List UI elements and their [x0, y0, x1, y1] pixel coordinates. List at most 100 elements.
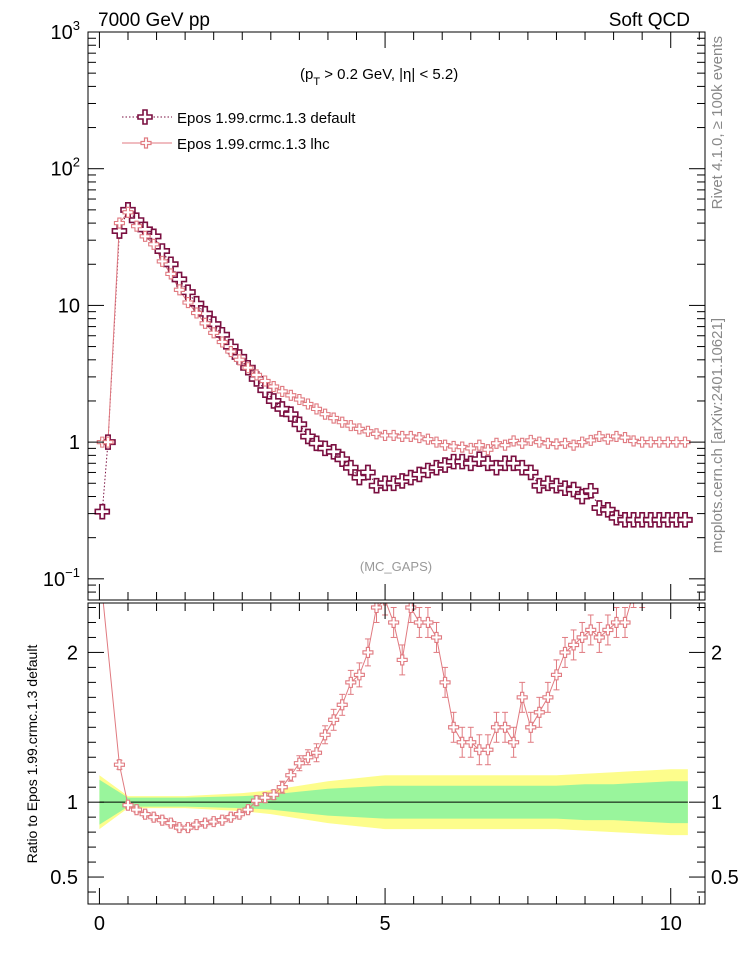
ratio-marker-lhc	[225, 811, 237, 823]
marker-lhc	[173, 284, 185, 296]
marker-lhc	[396, 430, 408, 443]
legend: Epos 1.99.crmc.1.3 default Epos 1.99.crm…	[122, 109, 356, 153]
marker-lhc	[559, 437, 571, 449]
marker-lhc	[628, 435, 640, 447]
marker-lhc	[602, 433, 614, 445]
series-line-default	[101, 208, 686, 521]
ratio-marker-lhc	[559, 646, 571, 658]
marker-lhc	[259, 375, 271, 387]
tick-label-exponent: −1	[65, 565, 80, 580]
top-y-tick-label: 102	[51, 155, 80, 181]
marker-default	[591, 500, 608, 516]
ratio-marker-lhc	[285, 769, 297, 781]
tick-label-exponent: 3	[73, 18, 80, 33]
marker-lhc	[302, 398, 314, 410]
marker-lhc	[413, 431, 425, 444]
side-label-rivet: Rivet 4.1.0, ≥ 100k events	[709, 36, 726, 209]
ratio-marker-lhc	[190, 819, 203, 831]
ratio-marker-lhc	[629, 588, 639, 598]
marker-lhc	[379, 429, 391, 441]
marker-default	[540, 475, 556, 492]
ratio-marker-lhc	[242, 804, 254, 816]
cut-label: (pT > 0.2 GeV, |η| < 5.2)	[300, 66, 458, 88]
ratio-marker-lhc	[319, 729, 331, 741]
ratio-marker-lhc	[388, 616, 400, 629]
marker-lhc	[670, 436, 682, 448]
ratio-marker-lhc	[499, 721, 511, 733]
ratio-marker-lhc	[576, 631, 588, 643]
marker-lhc	[576, 436, 588, 448]
marker-default	[111, 223, 128, 239]
marker-lhc	[336, 416, 348, 428]
marker-default	[608, 509, 625, 526]
ratio-marker-lhc	[550, 669, 563, 681]
marker-lhc	[508, 435, 520, 447]
marker-lhc	[208, 327, 220, 339]
marker-lhc	[139, 230, 151, 242]
tick-label-base: 1	[69, 432, 80, 454]
marker-lhc	[525, 434, 537, 446]
marker-lhc	[568, 439, 580, 451]
marker-lhc	[328, 412, 340, 424]
marker-lhc	[216, 336, 228, 348]
ratio-marker-lhc	[456, 736, 468, 748]
top-y-tick-label: 103	[51, 18, 80, 44]
top-series-layer	[94, 202, 693, 528]
x-tick-label: 5	[380, 913, 391, 935]
ratio-marker-lhc	[328, 714, 340, 726]
ratio-marker-lhc	[585, 624, 597, 636]
marker-lhc	[636, 436, 648, 448]
ratio-marker-lhc	[156, 814, 168, 826]
marker-lhc	[362, 425, 374, 437]
tick-label-base: 10	[51, 22, 73, 44]
ratio-marker-lhc	[568, 639, 580, 651]
x-axis: 0 5 10	[94, 32, 700, 935]
marker-lhc	[190, 307, 203, 319]
marker-default	[94, 503, 111, 520]
marker-lhc	[456, 441, 468, 453]
marker-lhc	[448, 440, 460, 452]
cut-label-prefix: (p	[300, 66, 313, 83]
ratio-marker-lhc	[482, 744, 494, 756]
ratio-marker-lhc	[593, 631, 605, 643]
ratio-y-tick-label-right: 2	[711, 642, 722, 664]
ratio-marker-lhc	[396, 654, 408, 666]
marker-lhc	[653, 436, 665, 448]
ratio-marker-lhc	[259, 792, 271, 804]
ratio-y-tick-label: 1	[67, 792, 78, 814]
marker-default	[677, 512, 693, 528]
marker-lhc	[182, 296, 194, 309]
legend-label-default: Epos 1.99.crmc.1.3 default	[177, 110, 356, 127]
marker-lhc	[679, 436, 691, 448]
marker-lhc	[102, 436, 114, 448]
marker-lhc	[276, 385, 288, 397]
ratio-marker-lhc	[97, 588, 107, 598]
ratio-marker-lhc	[370, 603, 383, 614]
ratio-y-tick-label: 0.5	[50, 867, 78, 889]
ratio-marker-lhc	[345, 676, 357, 688]
tick-label-exponent: 2	[73, 155, 80, 170]
marker-lhc	[268, 380, 280, 393]
ratio-marker-lhc	[619, 616, 631, 629]
ratio-marker-lhc	[148, 811, 160, 823]
marker-lhc	[156, 255, 168, 267]
ratio-marker-lhc	[430, 631, 443, 643]
marker-default	[522, 464, 539, 481]
ratio-marker-lhc	[362, 646, 374, 658]
marker-lhc	[319, 408, 331, 420]
ratio-marker-lhc	[525, 721, 537, 733]
top-y-tick-label: 1	[69, 432, 80, 454]
tick-label-base: 10	[43, 569, 65, 591]
ratio-panel-frame	[87, 602, 706, 905]
legend-entry-default: Epos 1.99.crmc.1.3 default	[122, 109, 356, 127]
ratio-y-tick-label-right: 0.5	[711, 867, 739, 889]
marker-lhc	[542, 437, 554, 449]
cut-label-subscript: T	[313, 76, 320, 88]
side-label-mcplots: mcplots.cern.ch [arXiv:2401.10621]	[709, 318, 726, 553]
marker-default	[454, 453, 470, 470]
marker-lhc	[113, 217, 125, 229]
marker-lhc	[533, 436, 545, 448]
ratio-marker-lhc	[208, 816, 220, 828]
marker-lhc	[645, 436, 657, 448]
top-y-tick-label: 10−1	[43, 565, 80, 591]
